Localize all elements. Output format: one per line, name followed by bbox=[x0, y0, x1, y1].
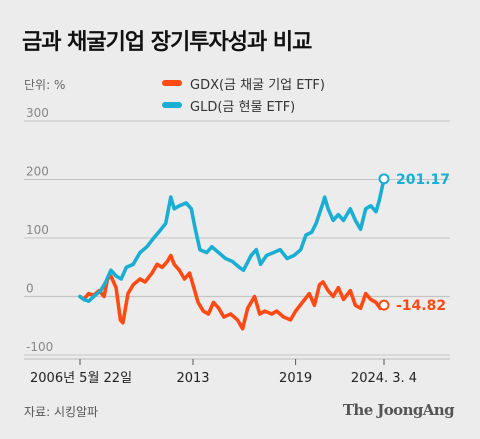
legend-item-gld: GLD(금 현물 ETF) bbox=[162, 94, 325, 116]
legend-label-gld: GLD(금 현물 ETF) bbox=[190, 99, 296, 115]
unit-label: 단위: % bbox=[24, 78, 66, 92]
end-point-gdx bbox=[378, 299, 390, 311]
legend: GDX(금 채굴 기업 ETF) GLD(금 현물 ETF) bbox=[162, 72, 325, 116]
x-tick-label: 2024. 3. 4 bbox=[351, 371, 417, 386]
y-tick-label: 300 bbox=[26, 106, 49, 120]
end-value-label-gdx: -14.82 bbox=[396, 298, 446, 314]
series-layer bbox=[78, 177, 386, 331]
y-tick-label: 200 bbox=[26, 165, 49, 179]
y-tick-label: -100 bbox=[26, 340, 53, 354]
legend-item-gdx: GDX(금 채굴 기업 ETF) bbox=[162, 72, 325, 94]
series-line-gdx bbox=[78, 253, 386, 331]
legend-swatch-gdx bbox=[162, 80, 182, 86]
end-value-label-gld: 201.17 bbox=[396, 172, 450, 188]
x-tick-label: 2013 bbox=[176, 371, 209, 386]
grid-layer: 300 200 100 0 -100 2006년 5월 22일 2013 2019 2024. … bbox=[24, 106, 450, 386]
legend-label-gdx: GDX(금 채굴 기업 ETF) bbox=[190, 77, 325, 93]
y-tick-label: 100 bbox=[26, 223, 49, 237]
legend-swatch-gld bbox=[162, 102, 182, 108]
publisher-logo: The JoongAng bbox=[342, 401, 455, 419]
source-note: 자료: 시킹알파 bbox=[24, 405, 99, 419]
chart-title: 금과 채굴기업 장기투자성과 비교 bbox=[22, 30, 312, 55]
x-tick-label: 2006년 5월 22일 bbox=[30, 371, 132, 386]
series-line-gld bbox=[78, 177, 386, 303]
end-point-gld bbox=[378, 173, 390, 185]
y-tick-label: 0 bbox=[26, 282, 34, 296]
x-tick-label: 2019 bbox=[279, 371, 312, 386]
marker-layer: -14.82 201.17 bbox=[378, 172, 450, 314]
